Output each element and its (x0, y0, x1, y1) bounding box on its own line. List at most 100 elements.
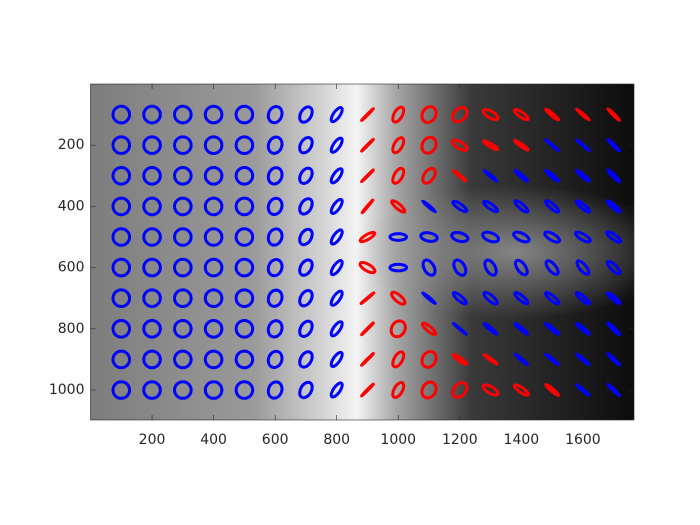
polarization-ellipse (298, 227, 314, 247)
polarization-ellipse (298, 258, 314, 277)
polarization-ellipse (111, 196, 132, 217)
polarization-ellipse (606, 137, 622, 153)
polarization-ellipse (513, 138, 530, 152)
x-tick-label: 400 (200, 432, 227, 448)
polarization-ellipse (360, 137, 375, 153)
polarization-ellipse (544, 199, 561, 214)
polarization-ellipse (451, 199, 469, 214)
polarization-ellipse (391, 350, 406, 369)
polarization-ellipse (359, 291, 376, 306)
plot-area (90, 84, 634, 420)
polarization-ellipse (482, 168, 499, 183)
polarization-ellipse (329, 136, 344, 154)
polarization-ellipse (329, 259, 344, 277)
polarization-ellipse (298, 166, 314, 185)
polarization-ellipse (544, 138, 561, 153)
polarization-ellipse (420, 105, 438, 125)
polarization-ellipse (266, 288, 284, 308)
polarization-ellipse (575, 168, 591, 183)
polarization-ellipse (111, 227, 132, 247)
polarization-ellipse (298, 197, 314, 216)
polarization-ellipse (605, 259, 622, 276)
polarization-ellipse (173, 196, 193, 217)
polarization-ellipse (266, 349, 284, 370)
polarization-ellipse (203, 257, 224, 278)
polarization-ellipse (111, 104, 132, 125)
polarization-ellipse (142, 166, 162, 186)
polarization-ellipse (234, 349, 255, 370)
polarization-ellipse (142, 104, 162, 125)
polarization-ellipse (173, 104, 193, 125)
x-tick-label: 1200 (442, 432, 478, 448)
polarization-ellipse (298, 105, 314, 124)
polarization-ellipse (481, 108, 500, 122)
polarization-ellipse (606, 168, 622, 184)
polarization-ellipse (298, 380, 314, 400)
polarization-ellipse (574, 230, 592, 244)
x-tick-label: 1400 (504, 432, 540, 448)
polarization-ellipse (360, 382, 375, 398)
x-tick-label: 600 (262, 432, 289, 448)
polarization-ellipse (142, 349, 162, 370)
polarization-ellipse (391, 136, 406, 155)
polarization-ellipse (513, 291, 530, 306)
polarization-ellipse (391, 105, 406, 124)
polarization-ellipse (203, 288, 224, 309)
polarization-ellipse (544, 321, 561, 336)
polarization-ellipse (513, 352, 530, 367)
polarization-ellipse (605, 291, 622, 306)
polarization-ellipse (142, 319, 162, 339)
polarization-ellipse (266, 257, 284, 278)
polarization-ellipse (203, 196, 224, 217)
y-tick-label: 1000 (49, 382, 85, 398)
polarization-ellipse (388, 262, 409, 273)
polarization-ellipse (360, 198, 375, 215)
polarization-ellipse (234, 319, 255, 339)
polarization-ellipse (451, 168, 468, 183)
polarization-ellipse (358, 230, 377, 244)
polarization-ellipse (360, 321, 375, 337)
polarization-ellipse (173, 166, 193, 186)
polarization-ellipse (605, 230, 623, 244)
polarization-ellipse (421, 199, 437, 214)
polarization-ellipse (173, 257, 193, 278)
polarization-ellipse (203, 166, 224, 186)
polarization-ellipse (390, 290, 407, 306)
polarization-ellipse (420, 321, 438, 336)
polarization-ellipse (575, 259, 591, 276)
polarization-ellipse (329, 350, 344, 368)
polarization-ellipse (544, 383, 561, 397)
polarization-ellipse (203, 104, 224, 125)
polarization-ellipse (234, 196, 255, 217)
polarization-ellipse (421, 258, 437, 277)
polarization-ellipse (142, 196, 162, 217)
polarization-ellipse (234, 257, 255, 278)
polarization-ellipse (298, 136, 314, 155)
polarization-ellipse (605, 199, 622, 214)
polarization-ellipse (266, 227, 284, 247)
polarization-ellipse (544, 291, 561, 306)
polarization-ellipse (329, 320, 344, 338)
polarization-ellipse (360, 107, 375, 122)
polarization-ellipse (419, 231, 439, 243)
polarization-ellipse (329, 197, 344, 215)
polarization-ellipse (298, 289, 314, 308)
polarization-ellipse (266, 166, 284, 186)
polarization-ellipse (234, 135, 255, 156)
y-tick-label: 600 (58, 260, 85, 276)
polarization-ellipse (483, 258, 498, 277)
polarization-ellipse (142, 288, 162, 309)
x-tick-label: 800 (323, 432, 350, 448)
polarization-ellipse (329, 167, 344, 185)
polarization-ellipse (329, 228, 344, 246)
polarization-ellipse (234, 104, 255, 125)
polarization-ellipse (111, 135, 132, 156)
polarization-ellipse (513, 199, 530, 214)
polarization-ellipse (606, 321, 622, 337)
polarization-ellipse (111, 166, 132, 186)
polarization-ellipse (389, 319, 407, 339)
polarization-ellipse (390, 199, 407, 214)
polarization-ellipse (173, 349, 193, 370)
polarization-ellipse (142, 380, 162, 400)
